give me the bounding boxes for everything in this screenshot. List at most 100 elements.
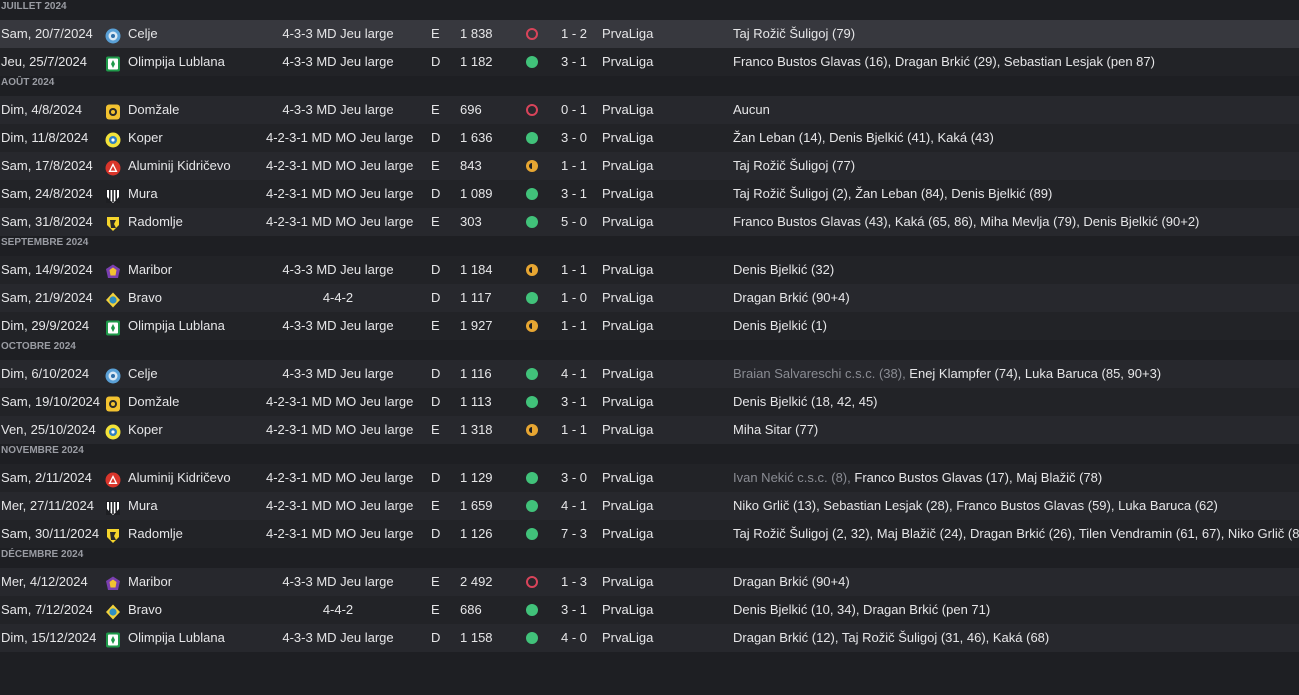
koper-crest-icon: [105, 422, 121, 440]
scorer-list: Denis Bjelkić (1): [733, 318, 827, 333]
match-row[interactable]: Dim, 4/8/2024 Domžale 4-3-3 MD Jeu large E 6…: [0, 96, 1299, 124]
opponent-name[interactable]: Koper: [128, 130, 163, 145]
match-score[interactable]: 0 - 1: [561, 102, 588, 117]
match-row[interactable]: Mer, 27/11/2024 Mura 4-2-3-1 MD MO Jeu lar…: [0, 492, 1299, 520]
match-score[interactable]: 1 - 0: [561, 290, 588, 305]
tactic-name: 4-4-2: [322, 602, 354, 617]
scorer-list: Denis Bjelkić (10, 34), Dragan Brkić (pe…: [733, 602, 991, 617]
match-score[interactable]: 1 - 1: [561, 158, 588, 173]
match-row[interactable]: Dim, 6/10/2024 Celje 4-3-3 MD Jeu large D 1 …: [0, 360, 1299, 388]
opponent-name[interactable]: Olimpija Lublana: [128, 630, 225, 645]
fixture-results-list: JUILLET 2024 Sam, 20/7/2024 Celje 4-3-3 MD …: [0, 1, 1299, 652]
match-score[interactable]: 1 - 1: [561, 422, 588, 437]
result-win-icon: [526, 604, 538, 616]
match-score[interactable]: 5 - 0: [561, 214, 588, 229]
opponent-name[interactable]: Maribor: [128, 262, 173, 277]
match-row[interactable]: Dim, 29/9/2024 Olimpija Lublana 4-3-3 MD J…: [0, 312, 1299, 340]
competition-name[interactable]: PrvaLiga: [602, 470, 654, 485]
match-date: Dim, 6/10/2024: [1, 366, 90, 381]
competition-name[interactable]: PrvaLiga: [602, 290, 654, 305]
match-row[interactable]: Sam, 31/8/2024 Radomlje 4-2-3-1 MD MO Jeu …: [0, 208, 1299, 236]
result-draw-icon: [526, 424, 538, 436]
attendance: 1 659: [460, 498, 493, 513]
match-score[interactable]: 3 - 0: [561, 130, 588, 145]
scorer-list: Niko Grlič (13), Sebastian Lesjak (28), …: [733, 498, 1218, 513]
match-score[interactable]: 1 - 1: [561, 262, 588, 277]
match-score[interactable]: 3 - 1: [561, 602, 588, 617]
venue-code: D: [431, 630, 441, 645]
opponent-name[interactable]: Bravo: [128, 290, 162, 305]
competition-name[interactable]: PrvaLiga: [602, 26, 654, 41]
match-score[interactable]: 3 - 1: [561, 186, 588, 201]
opponent-name[interactable]: Olimpija Lublana: [128, 318, 225, 333]
match-score[interactable]: 3 - 1: [561, 394, 588, 409]
match-date: Jeu, 25/7/2024: [1, 54, 88, 69]
competition-name[interactable]: PrvaLiga: [602, 214, 654, 229]
competition-name[interactable]: PrvaLiga: [602, 394, 654, 409]
opponent-name[interactable]: Bravo: [128, 602, 162, 617]
opponent-name[interactable]: Celje: [128, 366, 158, 381]
opponent-name[interactable]: Maribor: [128, 574, 173, 589]
match-score[interactable]: 3 - 1: [561, 54, 588, 69]
opponent-name[interactable]: Celje: [128, 26, 158, 41]
opponent-name[interactable]: Radomlje: [128, 526, 183, 541]
competition-name[interactable]: PrvaLiga: [602, 186, 654, 201]
competition-name[interactable]: PrvaLiga: [602, 366, 654, 381]
competition-name[interactable]: PrvaLiga: [602, 630, 654, 645]
match-score[interactable]: 7 - 3: [561, 526, 588, 541]
competition-name[interactable]: PrvaLiga: [602, 602, 654, 617]
match-row[interactable]: Sam, 19/10/2024 Domžale 4-2-3-1 MD MO Jeu …: [0, 388, 1299, 416]
competition-name[interactable]: PrvaLiga: [602, 130, 654, 145]
match-score[interactable]: 4 - 1: [561, 498, 588, 513]
competition-name[interactable]: PrvaLiga: [602, 262, 654, 277]
competition-name[interactable]: PrvaLiga: [602, 526, 654, 541]
match-score[interactable]: 1 - 2: [561, 26, 588, 41]
opponent-name[interactable]: Domžale: [128, 394, 180, 409]
opponent-name[interactable]: Mura: [128, 186, 158, 201]
scorer-list: Taj Rožič Šuligoj (77): [733, 158, 856, 173]
competition-name[interactable]: PrvaLiga: [602, 318, 654, 333]
match-row[interactable]: Dim, 15/12/2024 Olimpija Lublana 4-3-3 MD …: [0, 624, 1299, 652]
match-row[interactable]: Sam, 7/12/2024 Bravo 4-4-2 E 686 3 - 1 PrvaLig…: [0, 596, 1299, 624]
own-goal-scorer: Braian Salvareschi c.s.c. (38),: [733, 366, 910, 381]
match-score[interactable]: 1 - 3: [561, 574, 588, 589]
competition-name[interactable]: PrvaLiga: [602, 54, 654, 69]
opponent-name[interactable]: Radomlje: [128, 214, 183, 229]
attendance: 1 927: [460, 318, 493, 333]
match-score[interactable]: 1 - 1: [561, 318, 588, 333]
opponent-name[interactable]: Aluminij Kidričevo: [128, 470, 231, 485]
attendance: 1 318: [460, 422, 493, 437]
competition-name[interactable]: PrvaLiga: [602, 422, 654, 437]
match-row[interactable]: Sam, 17/8/2024 Aluminij Kidričevo 4-2-3-1 …: [0, 152, 1299, 180]
opponent-name[interactable]: Koper: [128, 422, 163, 437]
competition-name[interactable]: PrvaLiga: [602, 158, 654, 173]
opponent-name[interactable]: Mura: [128, 498, 158, 513]
opponent-name[interactable]: Domžale: [128, 102, 180, 117]
result-win-icon: [526, 528, 538, 540]
match-date: Sam, 31/8/2024: [1, 214, 93, 229]
match-row[interactable]: Sam, 21/9/2024 Bravo 4-4-2 D 1 117 1 - 0 PrvaL…: [0, 284, 1299, 312]
competition-name[interactable]: PrvaLiga: [602, 102, 654, 117]
match-row[interactable]: Ven, 25/10/2024 Koper 4-2-3-1 MD MO Jeu la…: [0, 416, 1299, 444]
match-row[interactable]: Dim, 11/8/2024 Koper 4-2-3-1 MD MO Jeu lar…: [0, 124, 1299, 152]
match-row[interactable]: Jeu, 25/7/2024 Olimpija Lublana 4-3-3 MD J…: [0, 48, 1299, 76]
match-date: Sam, 19/10/2024: [1, 394, 101, 409]
match-row[interactable]: Sam, 2/11/2024 Aluminij Kidričevo 4-2-3-1 …: [0, 464, 1299, 492]
match-score[interactable]: 4 - 0: [561, 630, 588, 645]
competition-name[interactable]: PrvaLiga: [602, 574, 654, 589]
match-date: Sam, 20/7/2024: [1, 26, 93, 41]
match-score[interactable]: 3 - 0: [561, 470, 588, 485]
domzale-crest-icon: [105, 102, 121, 120]
opponent-name[interactable]: Olimpija Lublana: [128, 54, 225, 69]
match-row[interactable]: Mer, 4/12/2024 Maribor 4-3-3 MD Jeu large E…: [0, 568, 1299, 596]
match-score[interactable]: 4 - 1: [561, 366, 588, 381]
match-row[interactable]: Sam, 14/9/2024 Maribor 4-3-3 MD Jeu large D…: [0, 256, 1299, 284]
match-row[interactable]: Sam, 30/11/2024 Radomlje 4-2-3-1 MD MO Jeu…: [0, 520, 1299, 548]
match-row[interactable]: Sam, 24/8/2024 Mura 4-2-3-1 MD MO Jeu larg…: [0, 180, 1299, 208]
month-header: OCTOBRE 2024: [0, 340, 1299, 360]
tactic-name: 4-3-3 MD Jeu large: [282, 366, 394, 381]
match-date: Dim, 15/12/2024: [1, 630, 97, 645]
match-row[interactable]: Sam, 20/7/2024 Celje 4-3-3 MD Jeu large E 1 …: [0, 20, 1299, 48]
competition-name[interactable]: PrvaLiga: [602, 498, 654, 513]
opponent-name[interactable]: Aluminij Kidričevo: [128, 158, 231, 173]
